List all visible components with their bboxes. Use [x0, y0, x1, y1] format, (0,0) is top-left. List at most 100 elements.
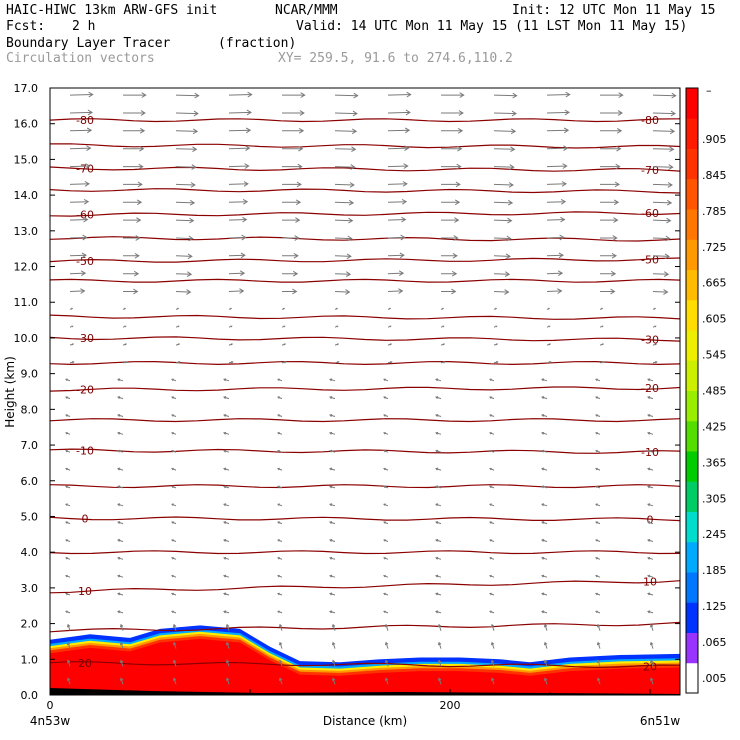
temperature-contours: -80 -80 -70 -70 -60 -60 -50 -50 -30 -30 -20 -20 -10 -…: [50, 114, 680, 673]
model-title: HAIC-HIWC 13km ARW-GFS init: [6, 3, 218, 18]
wind-vector: [123, 217, 142, 223]
colorbar-segment: [686, 511, 698, 543]
colorbar-label: .845: [702, 169, 727, 182]
wind-vector: [65, 592, 71, 596]
wind-vector: [387, 343, 393, 346]
wind-vector: [331, 623, 336, 631]
wind-vector: [652, 271, 670, 277]
plot-frame: [49, 87, 681, 696]
wind-vector: [489, 592, 495, 596]
wind-vector: [437, 641, 442, 649]
colorbar-segment: [686, 602, 698, 633]
wind-vector: [171, 432, 177, 435]
wind-vector: [228, 288, 245, 294]
y-tick-label: 8.0: [21, 403, 39, 416]
wind-vector: [65, 557, 71, 560]
wind-vector: [119, 641, 124, 649]
colorbar-segment: [686, 572, 698, 603]
wind-vector: [334, 289, 351, 295]
contour-label: -50: [76, 255, 94, 268]
colorbar-label: .725: [702, 241, 727, 254]
wind-vector: [117, 414, 124, 417]
x-axis-title: Distance (km): [323, 714, 407, 728]
wind-vector: [123, 92, 147, 98]
wind-vector: [123, 127, 146, 134]
wind-vector: [69, 109, 93, 116]
y-tick-label: 14.0: [14, 189, 39, 202]
wind-vector: [122, 361, 128, 364]
wind-vector: [334, 146, 357, 153]
wind-vector: [223, 467, 230, 471]
wind-vector: [123, 163, 144, 170]
contour-label: 0: [82, 512, 89, 525]
wind-vector: [228, 361, 234, 364]
wind-vector: [282, 92, 306, 98]
wind-vector: [123, 288, 139, 295]
wind-vector: [69, 181, 90, 187]
wind-vector: [541, 485, 548, 489]
valid-time: Valid: 14 UTC Mon 11 May 15 (11 LST Mon …: [296, 19, 688, 34]
wind-vector: [228, 325, 233, 328]
field-units: (fraction): [218, 36, 297, 51]
wind-vector: [282, 252, 299, 259]
wind-vector: [493, 199, 514, 206]
wind-vector: [282, 127, 305, 134]
wind-vector: [387, 252, 405, 259]
wind-vector: [599, 361, 605, 364]
wind-vector: [117, 610, 124, 614]
wind-vector: [595, 503, 601, 507]
wind-vector: [282, 145, 304, 152]
wind-vector: [490, 677, 495, 685]
wind-vector: [649, 641, 654, 649]
wind-vector: [546, 270, 564, 277]
wind-vector: [69, 361, 75, 364]
wind-vector: [600, 235, 618, 241]
colorbar-label: .065: [702, 636, 727, 649]
wind-vector: [383, 449, 389, 453]
wind-vector: [223, 396, 230, 400]
wind-vector: [117, 592, 124, 596]
wind-vector: [66, 659, 71, 667]
wind-vector: [489, 414, 495, 417]
wind-vector: [65, 414, 71, 417]
wind-vector: [66, 623, 71, 631]
wind-vector: [647, 467, 654, 471]
wind-vector: [225, 677, 230, 685]
contour-label: -70: [641, 164, 659, 177]
colorbar-segment: [686, 330, 698, 361]
wind-vector: [489, 539, 495, 542]
wind-vector: [175, 325, 180, 328]
wind-vector: [65, 574, 71, 578]
contour-label: -60: [641, 207, 659, 220]
wind-vector: [541, 503, 548, 507]
wind-vector: [441, 181, 461, 188]
wind-vector: [175, 164, 197, 170]
wind-vector: [596, 641, 601, 649]
wind-vector: [329, 574, 336, 578]
org-label: NCAR/MMM: [275, 3, 338, 18]
wind-vector: [647, 378, 654, 382]
wind-vector: [490, 659, 495, 667]
wind-vector: [647, 574, 654, 578]
wind-vector: [493, 235, 512, 242]
contour-label: -20: [641, 382, 659, 395]
wind-vector: [493, 361, 499, 364]
wind-vector: [435, 538, 442, 542]
wind-vector: [69, 145, 92, 152]
colorbar-segment: [686, 360, 698, 391]
wind-vector: [489, 610, 495, 614]
wind-vector: [223, 574, 230, 578]
x-tick-label: 200: [440, 699, 461, 712]
wind-vector: [329, 449, 336, 453]
circulation-vectors: [65, 91, 677, 685]
wind-vector: [649, 623, 654, 631]
fcst-label: Fcst:: [6, 19, 46, 34]
wind-vector: [122, 307, 127, 310]
wind-vector: [541, 610, 548, 614]
wind-vector: [440, 307, 445, 310]
y-tick-label: 16.0: [14, 118, 39, 131]
wind-vector: [281, 343, 287, 346]
wind-vector: [69, 325, 74, 328]
wind-vector: [441, 92, 465, 98]
wind-vector: [599, 307, 604, 310]
